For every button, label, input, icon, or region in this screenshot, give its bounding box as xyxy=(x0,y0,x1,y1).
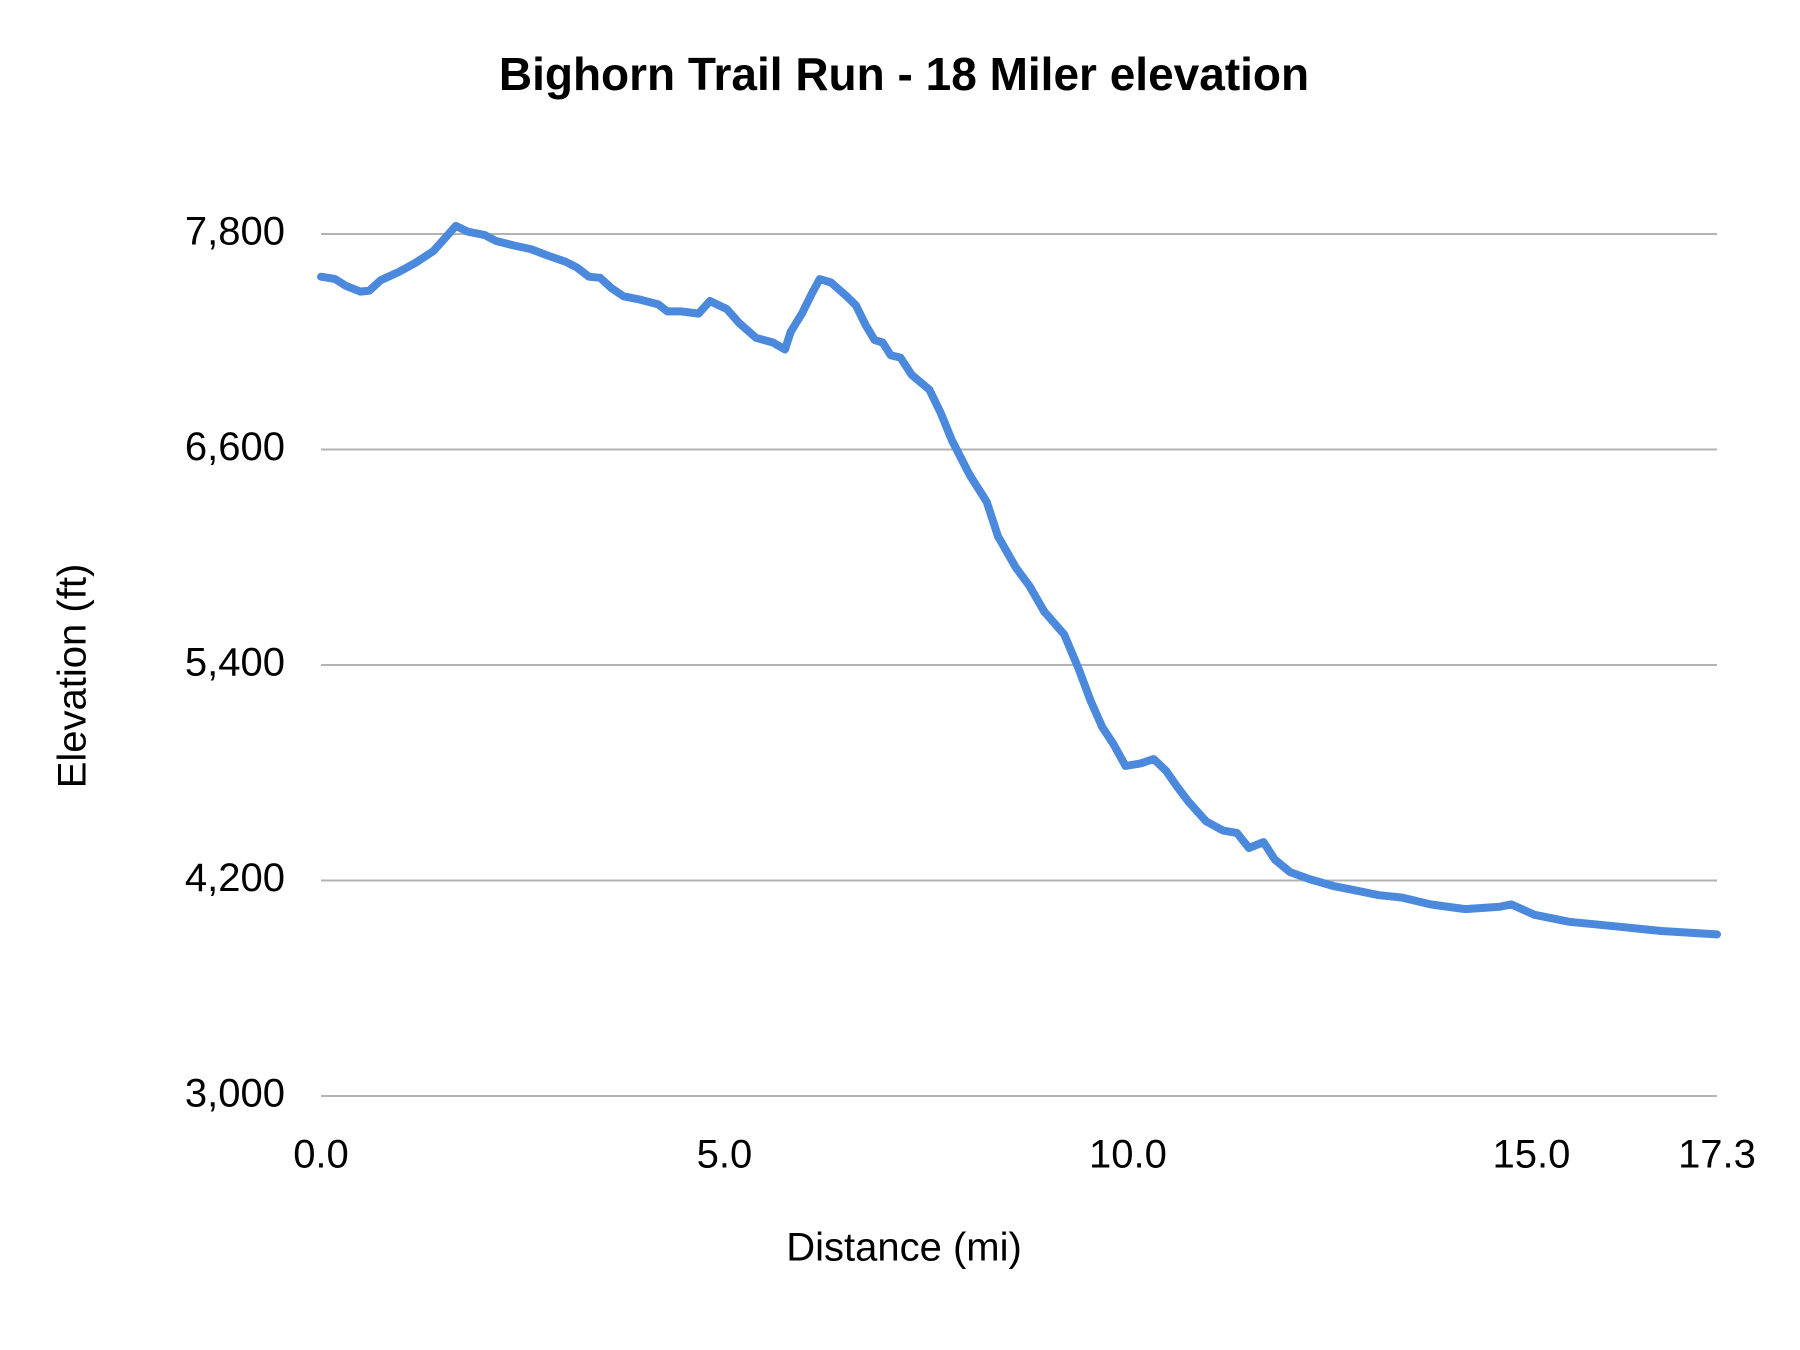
x-tick-label: 17.3 xyxy=(1678,1133,1756,1177)
y-tick-label: 5,400 xyxy=(185,641,285,685)
y-tick-label: 7,800 xyxy=(185,210,285,254)
elevation-line xyxy=(317,221,1721,939)
x-tick-label: 5.0 xyxy=(697,1133,753,1177)
y-axis-label: Elevation (ft) xyxy=(51,564,95,789)
x-tick-label: 0.0 xyxy=(293,1133,349,1177)
y-tick-label: 3,000 xyxy=(185,1072,285,1116)
y-tick-label: 4,200 xyxy=(185,856,285,900)
x-tick-label: 10.0 xyxy=(1089,1133,1167,1177)
x-tick-label: 15.0 xyxy=(1492,1133,1570,1177)
x-axis-label: Distance (mi) xyxy=(786,1226,1022,1270)
chart-title: Bighorn Trail Run - 18 Miler elevation xyxy=(499,48,1309,100)
y-tick-label: 6,600 xyxy=(185,425,285,469)
